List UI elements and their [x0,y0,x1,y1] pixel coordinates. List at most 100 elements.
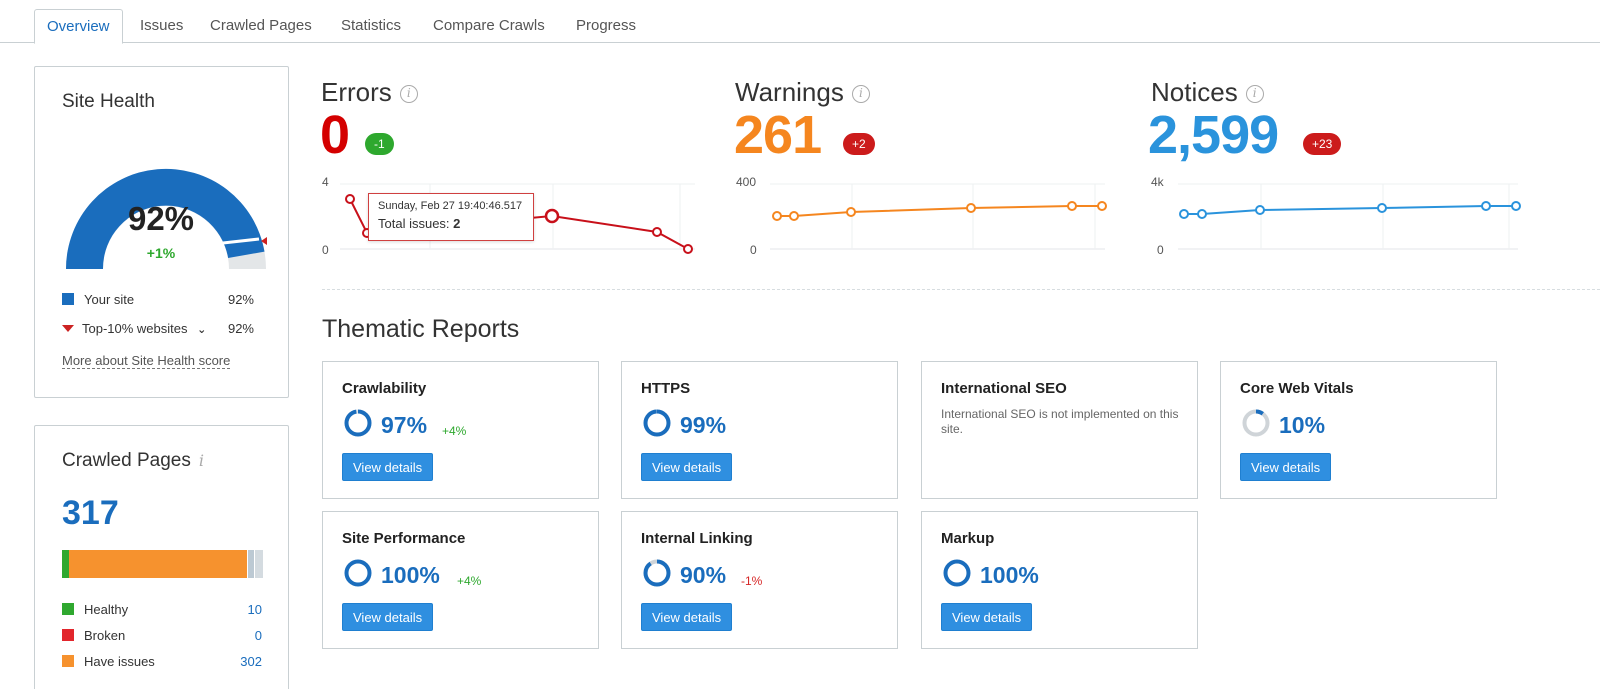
report-note: International SEO is not implemented on … [941,407,1179,436]
report-percent: 90% [680,562,727,588]
legend-value[interactable]: 302 [240,654,262,669]
chevron-down-icon[interactable]: ⌄ [197,324,207,336]
report-percent: 10% [1279,412,1326,438]
progress-ring-icon [643,409,671,437]
legend-value: 92% [227,321,254,336]
tooltip-total: Total issues: 2 [378,216,461,231]
report-core-web-vitals: Core Web Vitals 10% View details [1220,361,1497,499]
report-international-seo: International SEO International SEO is n… [921,361,1198,499]
have-issues-swatch [62,655,74,667]
report-delta: -1% [741,574,763,588]
legend-have-issues: Have issues 302 [62,654,262,669]
legend-label: Healthy [84,602,129,617]
tab-statistics[interactable]: Statistics [341,17,402,34]
notices-value[interactable]: 2,599 [1148,105,1279,165]
section-divider [322,289,1600,290]
view-details-button[interactable]: View details [941,603,1033,631]
tab-crawled-pages[interactable]: Crawled Pages [210,17,312,34]
healthy-swatch [62,603,74,615]
report-https: HTTPS 99% View details [621,361,898,499]
notices-y-max: 4k [1151,175,1164,189]
errors-y-min: 0 [322,243,329,257]
chart-tooltip: Sunday, Feb 27 19:40:46.517 Total issues… [368,193,534,241]
warnings-delta-badge: +2 [843,133,875,155]
tab-issues[interactable]: Issues [140,17,184,34]
report-markup: Markup 100% View details [921,511,1198,649]
legend-value[interactable]: 10 [247,602,262,617]
tooltip-date: Sunday, Feb 27 19:40:46.517 [378,200,523,212]
warnings-value[interactable]: 261 [734,105,822,165]
progress-ring-icon [943,559,971,587]
report-title: HTTPS [641,380,691,397]
warnings-y-min: 0 [750,243,757,257]
triangle-down-icon [62,325,74,332]
tab-overview[interactable]: Overview [34,9,123,44]
broken-swatch [62,629,74,641]
report-site-performance: Site Performance 100% +4% View details [322,511,599,649]
report-percent: 100% [980,562,1039,588]
bar-have-issues[interactable] [69,550,247,578]
crawled-pages-card: Crawled Pages i 317 Healthy 10 Broken 0 H… [34,425,289,689]
tab-compare-crawls[interactable]: Compare Crawls [433,17,545,34]
errors-y-max: 4 [322,175,329,189]
site-health-gauge [65,168,267,269]
tab-bar: Overview Issues Crawled Pages Statistics… [0,0,1600,44]
progress-ring-icon [344,409,372,437]
report-crawlability: Crawlability 97% +4% View details [322,361,599,499]
legend-broken: Broken 0 [62,628,262,643]
report-percent: 97% [381,412,428,438]
info-icon[interactable]: i [198,451,204,470]
report-delta: +4% [457,574,482,588]
notices-y-min: 0 [1157,243,1164,257]
legend-top10[interactable]: Top-10% websites ⌄ 92% [62,321,254,336]
legend-label: Have issues [84,654,155,669]
bar-redirects[interactable] [248,550,254,578]
view-details-button[interactable]: View details [641,603,733,631]
crawled-pages-total[interactable]: 317 [62,494,119,532]
notices-sparkline[interactable] [1178,180,1528,255]
legend-healthy: Healthy 10 [62,602,262,617]
errors-sparkline[interactable] [340,180,700,255]
errors-delta-badge: -1 [365,133,394,155]
warnings-sparkline[interactable] [770,180,1115,255]
notices-label: Notices i [1151,77,1264,108]
progress-ring-icon [1242,409,1270,437]
site-health-score: 92% [127,200,195,237]
legend-label: Top-10% websites [82,321,188,336]
more-about-site-health-link[interactable]: More about Site Health score [62,353,231,369]
info-icon[interactable]: i [851,85,870,103]
view-details-button[interactable]: View details [342,453,434,481]
legend-your-site: Your site 92% [62,292,254,307]
site-health-delta: +1% [146,245,176,261]
progress-ring-icon [643,559,671,587]
view-details-button[interactable]: View details [1240,453,1332,481]
site-health-card: Site Health 92% +1% Your site 92% Top-10… [34,66,289,398]
legend-value: 92% [227,292,254,307]
warnings-label: Warnings i [735,77,870,108]
notices-delta-badge: +23 [1303,133,1342,155]
progress-ring-icon [344,559,372,587]
warnings-y-max: 400 [736,175,757,189]
bar-healthy[interactable] [62,550,69,578]
errors-label: Errors i [321,77,418,108]
info-icon[interactable]: i [399,85,418,103]
crawled-pages-bar [62,550,263,578]
view-details-button[interactable]: View details [342,603,434,631]
report-title: Internal Linking [641,530,753,547]
report-title: Core Web Vitals [1240,380,1354,397]
report-title: International SEO [941,380,1067,397]
view-details-button[interactable]: View details [641,453,733,481]
report-percent: 100% [381,562,440,588]
bar-blocked[interactable] [255,550,263,578]
errors-value[interactable]: 0 [320,105,350,165]
report-title: Markup [941,530,995,547]
tab-progress[interactable]: Progress [576,17,637,34]
legend-label: Your site [84,292,135,307]
crawled-pages-title: Crawled Pages i [62,450,204,471]
legend-value[interactable]: 0 [254,628,262,643]
report-internal-linking: Internal Linking 90% -1% View details [621,511,898,649]
thematic-reports-title: Thematic Reports [322,315,520,343]
report-title: Crawlability [342,380,427,397]
info-icon[interactable]: i [1245,85,1264,103]
report-percent: 99% [680,412,727,438]
